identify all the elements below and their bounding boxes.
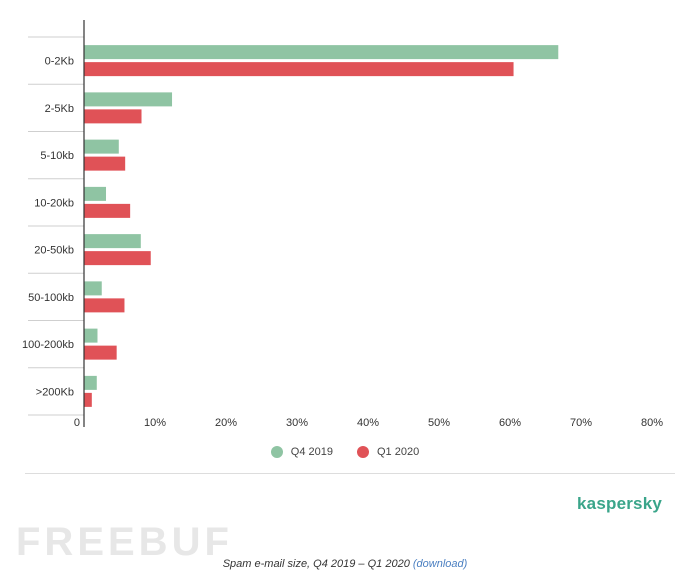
category-label-100-200kb: 100-200kb — [22, 339, 74, 351]
legend-label-q4-2019: Q4 2019 — [290, 446, 333, 458]
category-label-5-10kb: 5-10kb — [40, 150, 74, 162]
bar-q4-2019-10-20kb[interactable] — [84, 186, 107, 201]
x-axis-ticks: 0 10% 20% 30% 40% 50% 60% 70% 80% — [74, 417, 663, 429]
bar-q4-2019-50-100kb[interactable] — [84, 281, 102, 296]
bar-q1-2020-200kb[interactable] — [84, 392, 92, 407]
x-tick-label-0: 0 — [74, 417, 80, 429]
x-tick-label-60: 60% — [499, 417, 521, 429]
category-label-50-100kb: 50-100kb — [28, 292, 74, 304]
x-tick-label-30: 30% — [286, 417, 308, 429]
category-label-0-2kb: 0-2Kb — [45, 56, 74, 68]
bar-q1-2020-0-2kb[interactable] — [84, 62, 514, 77]
category-label-200kb: >200Kb — [36, 386, 74, 398]
bar-q1-2020-100-200kb[interactable] — [84, 345, 117, 360]
bar-q1-2020-20-50kb[interactable] — [84, 251, 151, 266]
category-separators — [28, 36, 84, 416]
chart-caption: Spam e-mail size, Q4 2019 – Q1 2020 (dow… — [0, 558, 690, 570]
legend-item-q4-2019[interactable]: Q4 2019 — [270, 446, 333, 458]
bar-q1-2020-2-5kb[interactable] — [84, 109, 142, 124]
freebuf-watermark: FREEBUF — [16, 520, 233, 564]
chart-bars — [84, 45, 559, 407]
legend-item-q1-2020[interactable]: Q1 2020 — [357, 446, 419, 458]
bar-q4-2019-100-200kb[interactable] — [84, 328, 98, 343]
bar-q4-2019-20-50kb[interactable] — [84, 234, 141, 249]
category-label-20-50kb: 20-50kb — [34, 245, 74, 257]
chart-legend: Q4 2019 Q1 2020 — [0, 446, 690, 458]
category-label-10-20kb: 10-20kb — [34, 197, 74, 209]
x-tick-label-80: 80% — [641, 417, 663, 429]
x-tick-label-70: 70% — [570, 417, 592, 429]
bar-q1-2020-5-10kb[interactable] — [84, 156, 126, 171]
footer-divider — [25, 473, 675, 474]
kaspersky-logo: kaspersky — [577, 494, 662, 513]
caption-text: Spam e-mail size, Q4 2019 – Q1 2020 — [222, 558, 410, 570]
download-link[interactable]: (download) — [412, 558, 468, 570]
category-labels: 0-2Kb 2-5Kb 5-10kb 10-20kb 20-50kb 50-100kb 10… — [22, 56, 74, 399]
x-tick-label-10: 10% — [144, 417, 166, 429]
x-tick-label-40: 40% — [357, 417, 379, 429]
bar-q4-2019-2-5kb[interactable] — [84, 92, 173, 107]
bar-chart: 0-2Kb 2-5Kb 5-10kb 10-20kb 20-50kb 50-100kb 10… — [22, 20, 663, 429]
bar-q1-2020-10-20kb[interactable] — [84, 203, 131, 218]
bar-q1-2020-50-100kb[interactable] — [84, 298, 125, 313]
x-tick-label-50: 50% — [428, 417, 450, 429]
legend-label-q1-2020: Q1 2020 — [377, 446, 420, 458]
x-tick-label-20: 20% — [215, 417, 237, 429]
bar-q4-2019-5-10kb[interactable] — [84, 139, 119, 154]
legend-swatch-q4-2019 — [270, 446, 283, 458]
category-label-2-5kb: 2-5Kb — [45, 103, 74, 115]
bar-q4-2019-200kb[interactable] — [84, 375, 97, 390]
bar-q4-2019-0-2kb[interactable] — [84, 45, 559, 60]
legend-swatch-q1-2020 — [357, 446, 369, 458]
